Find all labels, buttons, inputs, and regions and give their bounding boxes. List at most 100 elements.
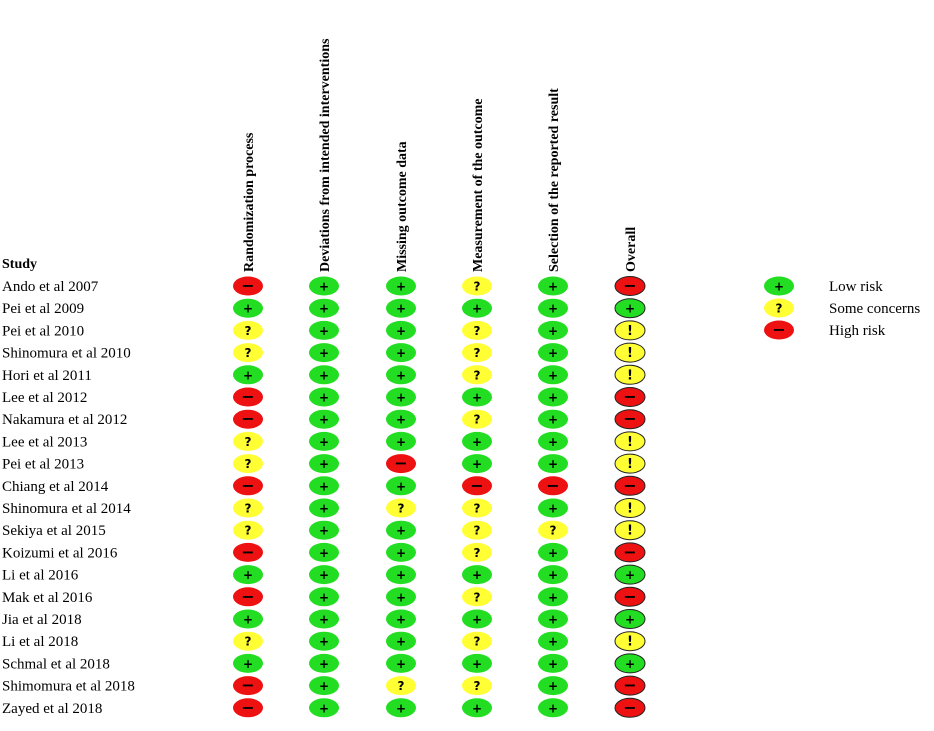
judgement-dot-symbol: +: [396, 413, 406, 427]
judgement-dot-symbol: +: [625, 657, 635, 671]
judgement-dot-symbol: +: [548, 368, 558, 382]
judgement-dot-symbol: +: [396, 479, 406, 493]
judgement-dot: [233, 409, 263, 429]
judgement-dot: [233, 476, 263, 496]
judgement-dot: [233, 587, 263, 607]
judgement-dot: [462, 387, 492, 407]
judgement-dot: [614, 409, 646, 430]
judgement-dot: [614, 498, 646, 518]
study-label: Shinomura et al 2010: [2, 346, 131, 362]
judgement-dot-symbol: ?: [474, 502, 481, 516]
judgement-dot: [538, 298, 568, 318]
judgement-dot-symbol: +: [319, 457, 329, 471]
judgement-dot-symbol: +: [243, 568, 253, 582]
study-label: Nakamura et al 2012: [2, 412, 127, 428]
judgement-dot-symbol: ?: [245, 457, 252, 471]
judgement-dot-symbol: +: [243, 657, 253, 671]
judgement-dot-symbol: +: [396, 302, 406, 316]
judgement-dot: [462, 276, 492, 296]
judgement-dot: [614, 431, 646, 452]
judgement-dot-symbol: +: [625, 302, 635, 316]
judgement-dot: [233, 631, 263, 651]
legend-label: Low risk: [829, 279, 883, 295]
judgement-dot-symbol: +: [396, 435, 406, 449]
judgement-dot-symbol: −: [241, 409, 254, 428]
legend-marker-symbol: −: [772, 320, 785, 339]
judgement-dot: [462, 653, 492, 673]
column-header: Overall: [624, 227, 639, 272]
judgement-dot: [233, 542, 263, 562]
judgement-dot: [614, 564, 646, 585]
judgement-dot: [309, 520, 339, 540]
judgement-dot: [538, 653, 568, 673]
judgement-dot: [309, 676, 339, 696]
judgement-dot-symbol: +: [396, 613, 406, 627]
study-label: Shinomura et al 2014: [2, 501, 131, 517]
judgement-dot-symbol: !: [627, 502, 633, 517]
judgement-dot-symbol: +: [625, 613, 635, 627]
judgement-dot-symbol: ?: [245, 635, 252, 649]
judgement-dot-symbol: ?: [245, 324, 252, 338]
judgement-dot-symbol: +: [396, 324, 406, 338]
judgement-dot: [538, 343, 568, 363]
judgement-dot-symbol: ?: [474, 635, 481, 649]
judgement-dot: [233, 565, 263, 585]
judgement-dot: [386, 431, 416, 451]
judgement-dot-symbol: +: [625, 568, 635, 582]
judgement-dot: [462, 609, 492, 629]
judgement-dot-symbol: ?: [474, 280, 481, 294]
judgement-dot: [309, 542, 339, 562]
judgement-dot-symbol: +: [319, 657, 329, 671]
judgement-dot-symbol: ?: [245, 435, 252, 449]
study-label: Schmal et al 2018: [2, 656, 110, 672]
judgement-dot-symbol: −: [241, 542, 254, 561]
judgement-dot: [309, 298, 339, 318]
judgement-dot: [614, 586, 646, 607]
study-label: Mak et al 2016: [2, 590, 93, 606]
judgement-dot-symbol: −: [546, 476, 559, 495]
judgement-dot-symbol: +: [319, 346, 329, 360]
judgement-dot: [538, 387, 568, 407]
judgement-dot-symbol: +: [319, 368, 329, 382]
judgement-dot: [386, 454, 416, 474]
judgement-dot-symbol: +: [319, 391, 329, 405]
judgement-dot-symbol: +: [243, 368, 253, 382]
judgement-dot: [538, 676, 568, 696]
study-label: Pei et al 2013: [2, 457, 84, 473]
judgement-dot-symbol: !: [627, 457, 633, 472]
judgement-dot: [614, 298, 646, 319]
judgement-dot-symbol: +: [472, 435, 482, 449]
legend-label: High risk: [829, 323, 886, 339]
judgement-dot-symbol: +: [319, 324, 329, 338]
judgement-dot: [614, 697, 646, 718]
study-label: Shimomura et al 2018: [2, 679, 135, 695]
judgement-dot: [538, 698, 568, 718]
judgement-dot-symbol: +: [548, 657, 558, 671]
judgement-dot-symbol: ?: [474, 546, 481, 560]
judgement-dot-symbol: +: [548, 435, 558, 449]
judgement-dot: [386, 343, 416, 363]
judgement-dot-symbol: +: [548, 502, 558, 516]
judgement-dot: [462, 365, 492, 385]
judgement-dot: [538, 431, 568, 451]
judgement-dot: [309, 387, 339, 407]
study-label: Lee et al 2012: [2, 390, 87, 406]
judgement-dot: [538, 454, 568, 474]
study-label: Zayed et al 2018: [2, 701, 102, 717]
judgement-dot-symbol: !: [627, 324, 633, 339]
judgement-dot: [233, 320, 263, 340]
judgement-dot-symbol: −: [623, 387, 636, 406]
judgement-dot: [538, 631, 568, 651]
judgement-dot-symbol: −: [241, 587, 254, 606]
judgement-dot: [233, 698, 263, 718]
judgement-dot-symbol: +: [548, 568, 558, 582]
judgement-dot-symbol: −: [623, 276, 636, 295]
judgement-dot-symbol: +: [472, 568, 482, 582]
judgement-dot: [462, 631, 492, 651]
judgement-dot-symbol: +: [319, 613, 329, 627]
judgement-dot-symbol: +: [548, 413, 558, 427]
judgement-dot-symbol: +: [319, 280, 329, 294]
legend-marker: [764, 298, 794, 318]
judgement-dot: [386, 298, 416, 318]
